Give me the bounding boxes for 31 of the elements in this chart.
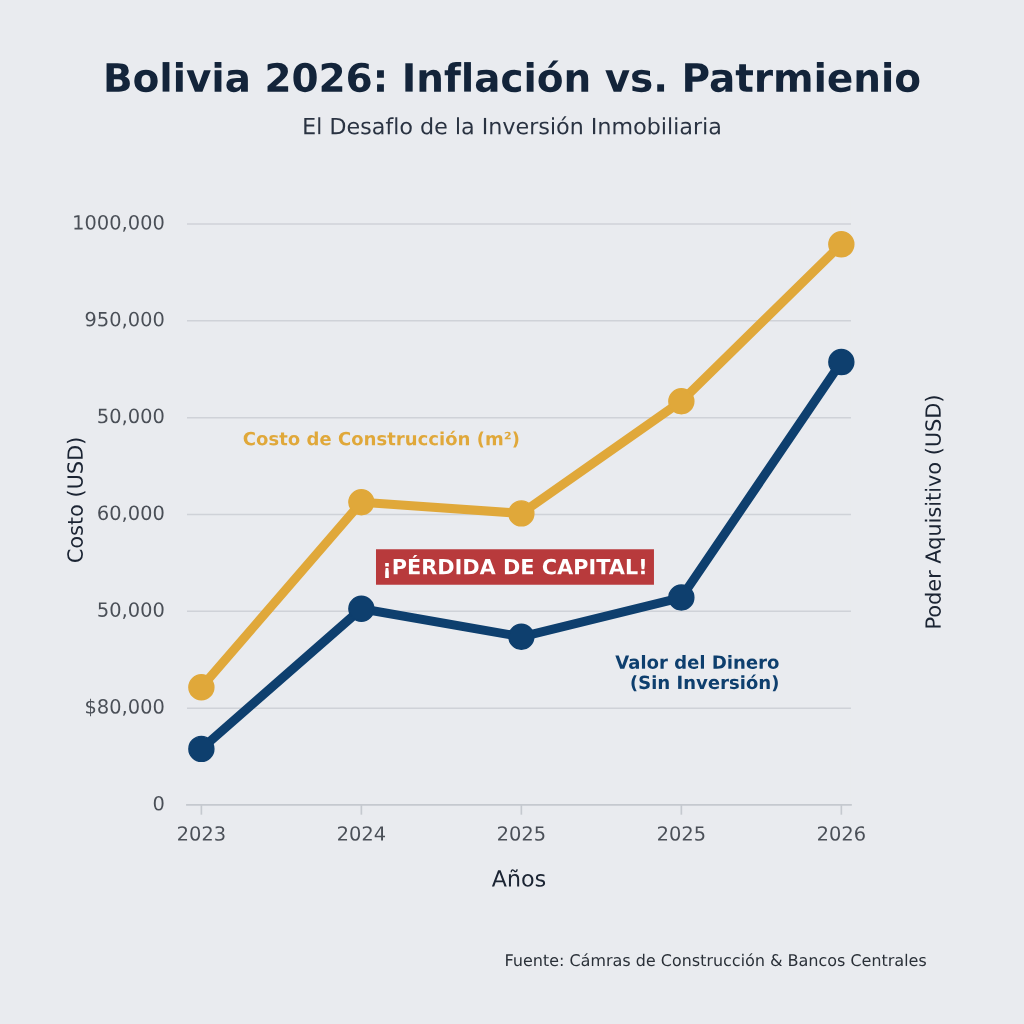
text: 50,000 [98,602,164,619]
point [348,595,375,622]
chart-title: Bolivia 2026: Inflación vs. Patrmienio [106,60,920,93]
point [668,584,695,611]
point [828,348,855,376]
source-note: Fuente: Cámras de Construcción & Bancos Centrales [506,953,926,967]
x-tick-label: 2025 [658,826,705,841]
text: 950,000 [85,311,164,329]
x-tick-label: 2023 [178,826,225,841]
point [508,623,535,650]
text: $80,000 [86,698,164,717]
y2-axis-title: Poder Aquisitivo (USD) [924,396,945,628]
text: 50,000 [98,408,164,426]
x-axis-title: Años [491,869,546,887]
text: Costo de Construcción (m²) [243,430,519,448]
annotation: ¡PÉRDIDA DE CAPITAL! [385,555,645,579]
text: 1000,000 [74,214,164,232]
point [668,388,695,415]
y-axis-title: Costo (USD) [66,438,86,563]
point [828,231,855,258]
text: 60,000 [98,505,164,523]
point [508,500,535,527]
point [348,489,375,516]
point [188,735,215,763]
chart-subtitle: El Desaflo de la Inversión Inmobiliaria [304,116,720,135]
text: 0 [153,795,164,811]
x-tick-label: 2025 [498,826,545,841]
x-tick-label: 2026 [818,826,865,841]
point [188,674,215,701]
text: Valor del Dinero (Sin Inversión) [615,654,779,692]
x-tick-label: 2024 [338,826,386,841]
